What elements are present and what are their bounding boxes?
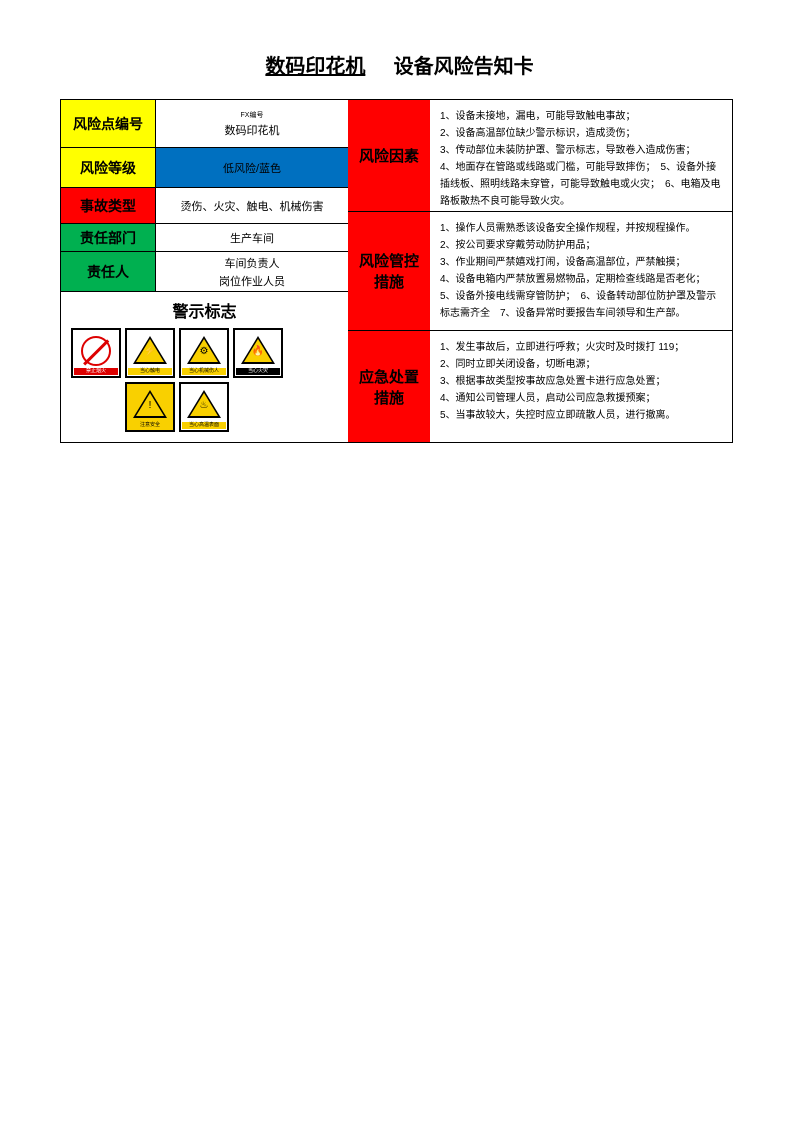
warning-triangle-icon: ⚙ [187,336,221,364]
equipment-name-value: 数码印花机 [225,122,280,138]
warning-sign: ♨ 当心高温表面 [179,382,229,432]
row-control-measures: 风险管控 措施 1、操作人员需熟悉该设备安全操作规程，并按规程操作。 2、按公司… [348,212,732,331]
row-risk-point-id: 风险点编号 FX编号 数码印花机 [61,100,348,148]
warning-triangle-icon: ♨ [187,390,221,418]
warning-triangle-icon: ⚡ [133,336,167,364]
value-person: 车间负责人 岗位作业人员 [156,252,348,291]
page-title: 数码印花机 设备风险告知卡 [60,50,733,79]
row-emergency: 应急处置 措施 1、发生事故后，立即进行呼救；火灾时及时拨打 119； 2、同时… [348,331,732,442]
label-risk-factors: 风险因素 [348,100,430,211]
sign-caption: 注意安全 [128,422,172,429]
value-risk-level: 低风险/蓝色 [156,148,348,187]
triangle-glyph: ! [142,400,158,411]
title-suffix: 设备风险告知卡 [394,56,534,78]
triangle-glyph: ⚙ [196,346,212,357]
warning-triangle-icon: ! [133,390,167,418]
code-tiny: FX编号 [241,110,264,120]
sign-caption: 当心高温表面 [182,422,226,429]
sign-caption: 当心触电 [128,368,172,375]
label-emergency-1: 应急处置 [359,366,419,387]
label-control-measures: 风险管控 措施 [348,212,430,330]
signs-row-1: 禁止烟火 ⚡ 当心触电 ⚙ 当心机械伤人 🔥 当心火灾 [67,328,342,378]
label-department: 责任部门 [61,224,156,251]
label-risk-level: 风险等级 [61,148,156,187]
warning-sign: ! 注意安全 [125,382,175,432]
sign-caption: 当心火灾 [236,368,280,375]
row-accident-type: 事故类型 烫伤、火灾、触电、机械伤害 [61,188,348,224]
content-risk-factors: 1、设备未接地，漏电，可能导致触电事故； 2、设备高温部位缺少警示标识，造成烫伤… [430,100,732,211]
label-emergency-2: 措施 [374,387,404,408]
signs-row-2: ! 注意安全 ♨ 当心高温表面 [67,382,342,432]
title-equipment: 数码印花机 [259,56,371,78]
triangle-glyph: ♨ [196,400,212,411]
content-control-measures: 1、操作人员需熟悉该设备安全操作规程，并按规程操作。 2、按公司要求穿戴劳动防护… [430,212,732,330]
person-value-2: 岗位作业人员 [219,273,285,289]
right-column: 风险因素 1、设备未接地，漏电，可能导致触电事故； 2、设备高温部位缺少警示标识… [348,100,732,442]
warning-sign: 禁止烟火 [71,328,121,378]
person-value-1: 车间负责人 [225,255,280,271]
label-control-2: 措施 [374,271,404,292]
row-person: 责任人 车间负责人 岗位作业人员 [61,252,348,292]
label-accident-type: 事故类型 [61,188,156,223]
warning-sign: 🔥 当心火灾 [233,328,283,378]
value-accident-type: 烫伤、火灾、触电、机械伤害 [156,188,348,223]
warning-sign: ⚡ 当心触电 [125,328,175,378]
triangle-glyph: 🔥 [250,346,266,357]
row-risk-level: 风险等级 低风险/蓝色 [61,148,348,188]
row-department: 责任部门 生产车间 [61,224,348,252]
label-person: 责任人 [61,252,156,291]
row-risk-factors: 风险因素 1、设备未接地，漏电，可能导致触电事故； 2、设备高温部位缺少警示标识… [348,100,732,212]
label-control-1: 风险管控 [359,250,419,271]
warning-sign: ⚙ 当心机械伤人 [179,328,229,378]
triangle-glyph: ⚡ [142,346,158,357]
left-column: 风险点编号 FX编号 数码印花机 风险等级 低风险/蓝色 事故类型 烫伤、火灾、… [61,100,348,442]
prohibit-icon [81,336,111,366]
value-equipment: FX编号 数码印花机 [156,100,348,147]
label-emergency: 应急处置 措施 [348,331,430,442]
warning-signs-section: 警示标志 禁止烟火 ⚡ 当心触电 ⚙ 当心机械伤人 🔥 当心火灾 ! 注意安全 ♨ 当心高温表面 [61,292,348,442]
sign-caption: 禁止烟火 [74,368,118,375]
warning-title: 警示标志 [67,298,342,322]
content-emergency: 1、发生事故后，立即进行呼救；火灾时及时拨打 119； 2、同时立即关闭设备，切… [430,331,732,442]
label-risk-point-id: 风险点编号 [61,100,156,147]
value-department: 生产车间 [156,224,348,251]
warning-triangle-icon: 🔥 [241,336,275,364]
risk-card: 风险点编号 FX编号 数码印花机 风险等级 低风险/蓝色 事故类型 烫伤、火灾、… [60,99,733,443]
sign-caption: 当心机械伤人 [182,368,226,375]
